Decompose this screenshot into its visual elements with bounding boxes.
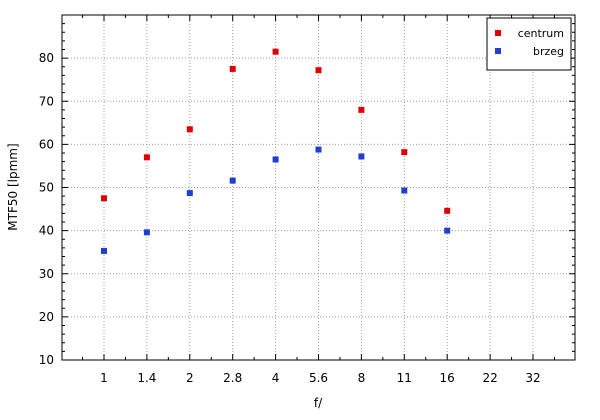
brzeg-point [315, 146, 322, 153]
y-tick-label: 10 [39, 353, 54, 367]
x-tick-label: 1 [100, 371, 108, 385]
centrum-point [315, 67, 322, 74]
y-axis-title: MTF50 [lpmm] [6, 143, 20, 230]
x-axis-title: f/ [314, 396, 323, 410]
x-tick-label: 11 [397, 371, 412, 385]
x-tick-label: 22 [482, 371, 497, 385]
y-tick-label: 70 [39, 94, 54, 108]
x-tick-label: 5.6 [309, 371, 328, 385]
legend-label-centrum: centrum [518, 27, 564, 40]
axis-ticks [62, 15, 575, 361]
data-points [101, 48, 451, 254]
brzeg-point [143, 229, 150, 236]
legend-label-brzeg: brzeg [533, 45, 564, 58]
y-tick-labels: 10 20 30 40 50 60 70 80 [39, 51, 54, 367]
brzeg-point [401, 187, 408, 194]
legend-marker-brzeg [495, 48, 501, 54]
legend-box [486, 17, 572, 71]
centrum-point [444, 207, 451, 214]
x-tick-label: 32 [525, 371, 540, 385]
x-tick-label: 4 [272, 371, 280, 385]
centrum-point [358, 106, 365, 113]
brzeg-point [229, 177, 236, 184]
y-tick-label: 30 [39, 267, 54, 281]
y-tick-label: 20 [39, 310, 54, 324]
brzeg-point [186, 190, 193, 197]
y-tick-label: 40 [39, 224, 54, 238]
x-tick-label: 16 [440, 371, 455, 385]
centrum-point [401, 149, 408, 156]
centrum-point [101, 195, 107, 202]
legend-marker-centrum [495, 30, 501, 36]
brzeg-point [444, 227, 451, 234]
centrum-point [143, 154, 150, 161]
brzeg-point [272, 156, 279, 163]
centrum-point [186, 126, 193, 133]
legend: centrum brzeg [486, 17, 572, 71]
y-tick-label: 80 [39, 51, 54, 65]
y-tick-label: 50 [39, 181, 54, 195]
centrum-point [229, 65, 236, 72]
x-tick-label: 2 [186, 371, 194, 385]
brzeg-point [101, 247, 107, 254]
brzeg-point [358, 153, 365, 160]
centrum-point [272, 48, 279, 55]
x-tick-label: 8 [358, 371, 366, 385]
x-tick-labels: 1 1.4 2 2.8 4 5.6 8 11 16 22 32 [100, 371, 540, 385]
x-tick-label: 2.8 [223, 371, 242, 385]
y-tick-label: 60 [39, 137, 54, 151]
x-tick-label: 1.4 [137, 371, 156, 385]
